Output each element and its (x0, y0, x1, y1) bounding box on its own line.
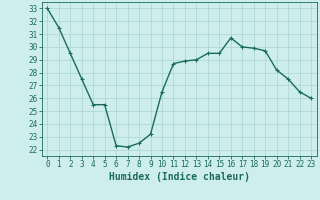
X-axis label: Humidex (Indice chaleur): Humidex (Indice chaleur) (109, 172, 250, 182)
